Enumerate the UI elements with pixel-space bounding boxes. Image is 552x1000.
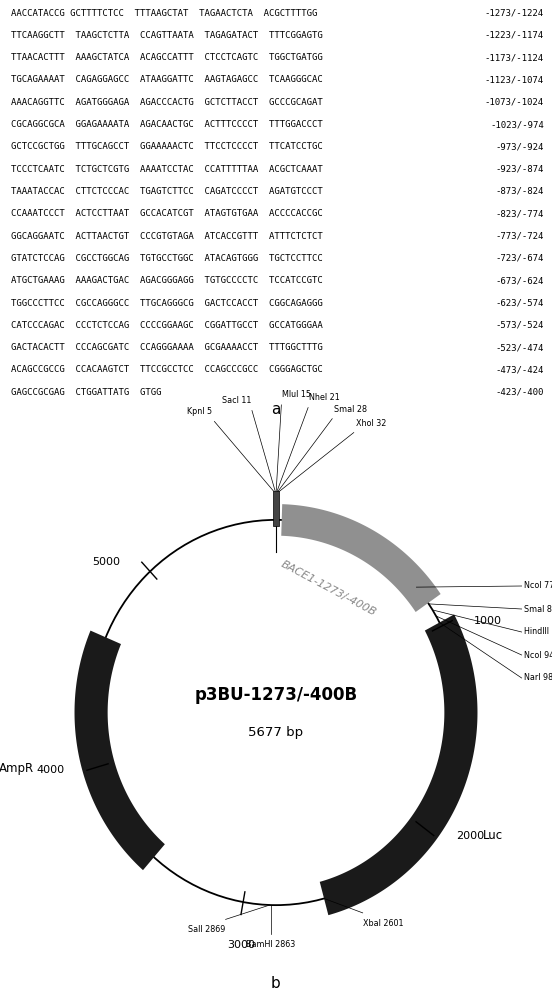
Text: b: b (271, 976, 281, 991)
Text: NcoI 945: NcoI 945 (524, 650, 552, 660)
Text: 5000: 5000 (92, 557, 120, 567)
Text: -1023/-974: -1023/-974 (490, 120, 544, 129)
Text: SmaI 28: SmaI 28 (334, 405, 367, 414)
Text: SalI 2869: SalI 2869 (188, 925, 226, 934)
Text: CATCCCAGAC  CCCTCTCCAG  CCCCGGAAGC  CGGATTGCCT  GCCATGGGAA: CATCCCAGAC CCCTCTCCAG CCCCGGAAGC CGGATTG… (11, 321, 323, 330)
Polygon shape (85, 637, 108, 666)
Polygon shape (320, 614, 477, 915)
Text: TAAATACCAC  CTTCTCCCAC  TGAGTCTTCC  CAGATCCCCT  AGATGTCCCT: TAAATACCAC CTTCTCCCAC TGAGTCTTCC CAGATCC… (11, 187, 323, 196)
Text: p3BU-1273/-400B: p3BU-1273/-400B (194, 686, 358, 704)
Text: GAGCCGCGAG  CTGGATTATG  GTGG: GAGCCGCGAG CTGGATTATG GTGG (11, 388, 162, 397)
Text: ATGCTGAAAG  AAAGACTGAC  AGACGGGAGG  TGTGCCCCTC  TCCATCCGTC: ATGCTGAAAG AAAGACTGAC AGACGGGAGG TGTGCCC… (11, 276, 323, 285)
Text: TGGCCCTTCC  CGCCAGGGCC  TTGCAGGGCG  GACTCCACCT  CGGCAGAGGG: TGGCCCTTCC CGCCAGGGCC TTGCAGGGCG GACTCCA… (11, 299, 323, 308)
Polygon shape (75, 631, 165, 870)
Text: AACCATACCG GCTTTTCTCC  TTTAAGCTAT  TAGAACTCTA  ACGCTTTTGG: AACCATACCG GCTTTTCTCC TTTAAGCTAT TAGAACT… (11, 8, 317, 17)
Text: NheI 21: NheI 21 (309, 393, 340, 402)
Bar (273, 491, 279, 526)
Text: 4000: 4000 (36, 765, 65, 775)
Text: -1073/-1024: -1073/-1024 (485, 98, 544, 107)
Text: SacI 11: SacI 11 (222, 396, 251, 405)
Text: 5677 bp: 5677 bp (248, 726, 304, 739)
Text: -973/-924: -973/-924 (495, 142, 544, 151)
Text: -1173/-1124: -1173/-1124 (485, 53, 544, 62)
Text: Luc: Luc (482, 829, 502, 842)
Text: TGCAGAAAAT  CAGAGGAGCC  ATAAGGATTC  AAGTAGAGCC  TCAAGGGCAC: TGCAGAAAAT CAGAGGAGCC ATAAGGATTC AAGTAGA… (11, 75, 323, 84)
Text: HindIII 912: HindIII 912 (524, 628, 552, 637)
Text: -923/-874: -923/-874 (495, 165, 544, 174)
Text: -673/-624: -673/-624 (495, 276, 544, 285)
Text: 1000: 1000 (474, 616, 502, 626)
Text: MluI 15: MluI 15 (282, 390, 311, 399)
Text: CGCAGGCGCA  GGAGAAAATA  AGACAACTGC  ACTTTCCCCT  TTTGGACCCT: CGCAGGCGCA GGAGAAAATA AGACAACTGC ACTTTCC… (11, 120, 323, 129)
Text: KpnI 5: KpnI 5 (187, 407, 213, 416)
Text: -1223/-1174: -1223/-1174 (485, 31, 544, 40)
Text: -773/-724: -773/-724 (495, 232, 544, 241)
Text: -823/-774: -823/-774 (495, 209, 544, 218)
Text: AmpR: AmpR (0, 762, 34, 775)
Text: -523/-474: -523/-474 (495, 343, 544, 352)
Text: NcoI 779: NcoI 779 (524, 582, 552, 590)
Text: -723/-674: -723/-674 (495, 254, 544, 263)
Text: -873/-824: -873/-824 (495, 187, 544, 196)
Polygon shape (324, 880, 351, 904)
Text: -1123/-1074: -1123/-1074 (485, 75, 544, 84)
Text: GACTACACTT  CCCAGCGATC  CCAGGGAAAA  GCGAAAACCT  TTTGGCTTTG: GACTACACTT CCCAGCGATC CCAGGGAAAA GCGAAAA… (11, 343, 323, 352)
Text: -1273/-1224: -1273/-1224 (485, 8, 544, 17)
Text: XbaI 2601: XbaI 2601 (363, 919, 403, 928)
Polygon shape (282, 504, 440, 612)
Text: TTAACACTTT  AAAGCTATCA  ACAGCCATTT  CTCCTCAGTC  TGGCTGATGG: TTAACACTTT AAAGCTATCA ACAGCCATTT CTCCTCA… (11, 53, 323, 62)
Text: TTCAAGGCTT  TAAGCTCTTA  CCAGTTAATA  TAGAGATACT  TTTCGGAGTG: TTCAAGGCTT TAAGCTCTTA CCAGTTAATA TAGAGAT… (11, 31, 323, 40)
Text: 3000: 3000 (227, 940, 255, 950)
Text: BamHI 2863: BamHI 2863 (246, 940, 296, 949)
Text: GCTCCGCTGG  TTTGCAGCCT  GGAAAAACTC  TTCCTCCCCT  TTCATCCTGC: GCTCCGCTGG TTTGCAGCCT GGAAAAACTC TTCCTCC… (11, 142, 323, 151)
Text: XhoI 32: XhoI 32 (356, 419, 386, 428)
Text: GGCAGGAATC  ACTTAACTGT  CCCGTGTAGA  ATCACCGTTT  ATTTCTCTCT: GGCAGGAATC ACTTAACTGT CCCGTGTAGA ATCACCG… (11, 232, 323, 241)
Text: -473/-424: -473/-424 (495, 365, 544, 374)
Text: ACAGCCGCCG  CCACAAGTCT  TTCCGCCTCC  CCAGCCCGCC  CGGGAGCTGC: ACAGCCGCCG CCACAAGTCT TTCCGCCTCC CCAGCCC… (11, 365, 323, 374)
Text: -573/-524: -573/-524 (495, 321, 544, 330)
Text: a: a (272, 401, 280, 416)
Text: AAACAGGTTC  AGATGGGAGA  AGACCCACTG  GCTCTTACCT  GCCCGCAGAT: AAACAGGTTC AGATGGGAGA AGACCCACTG GCTCTTA… (11, 98, 323, 107)
Text: BACE1-1273/-400B: BACE1-1273/-400B (280, 559, 378, 618)
Text: CCAAATCCCT  ACTCCTTAAT  GCCACATCGT  ATAGTGTGAA  ACCCCACCGC: CCAAATCCCT ACTCCTTAAT GCCACATCGT ATAGTGT… (11, 209, 323, 218)
Text: TCCCTCAATC  TCTGCTCGTG  AAAATCCTAC  CCATTTTTAA  ACGCTCAAAT: TCCCTCAATC TCTGCTCGTG AAAATCCTAC CCATTTT… (11, 165, 323, 174)
Text: -423/-400: -423/-400 (495, 388, 544, 397)
Text: SmaI 878: SmaI 878 (524, 604, 552, 614)
Text: -623/-574: -623/-574 (495, 299, 544, 308)
Text: 2000: 2000 (456, 831, 484, 841)
Text: NarI 980: NarI 980 (524, 674, 552, 683)
Text: GTATCTCCAG  CGCCTGGCAG  TGTGCCTGGC  ATACAGTGGG  TGCTCCTTCC: GTATCTCCAG CGCCTGGCAG TGTGCCTGGC ATACAGT… (11, 254, 323, 263)
